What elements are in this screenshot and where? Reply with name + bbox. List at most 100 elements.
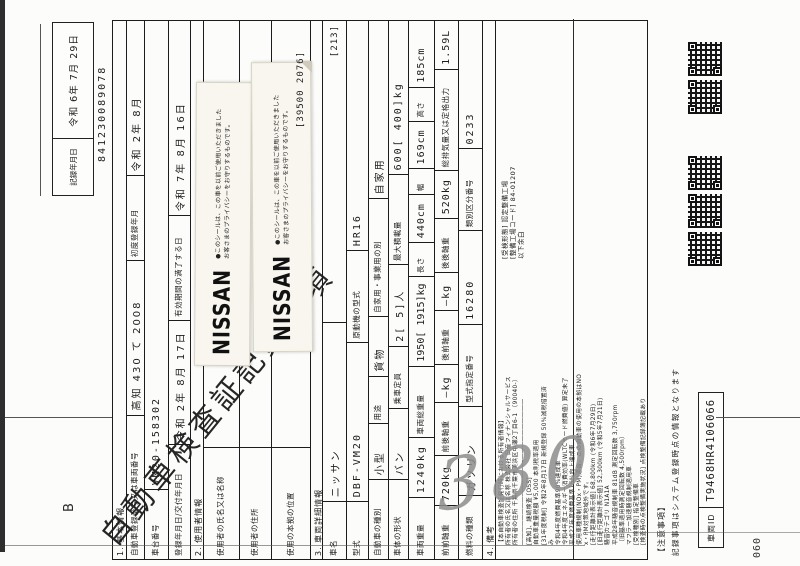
row-body-shape: 車体の形状 バン 乗車定員 2[ 5]人 最大積載量 600[ 400]kg: [389, 20, 409, 560]
section-vehicle-title: 3. 車両詳細情報: [314, 488, 322, 556]
type-no-label: 型式指定番号: [459, 323, 482, 406]
qr-finder-dot: [716, 184, 719, 187]
qr-finder-pattern: [688, 219, 697, 228]
reg-date-value: 令和 2年 8月 17日: [169, 319, 190, 445]
user-address-label: 使用者の住所: [240, 447, 271, 559]
row-weights-dimensions: 車両重量 1240kg 車両総重量 1950[ 1915]kg 長さ 440cm…: [409, 20, 435, 560]
scan-line-artifact: [0, 417, 112, 418]
remarks-line: 〔旧基準適用時測定回転数 4,500rpm〕: [619, 432, 626, 545]
chassis-label: 車台番号: [145, 489, 168, 559]
private-use-value: 自家用: [375, 158, 386, 195]
vehicle-id-label: 車両ID: [699, 507, 723, 547]
qr-finder-dot: [716, 260, 719, 263]
qr-finder-pattern: [688, 67, 697, 76]
gross-weight-label: 車両総重量: [409, 365, 434, 438]
qr-finder-pattern: [713, 105, 722, 114]
qr-finder-pattern: [688, 42, 697, 51]
class-no-value: 0233: [465, 112, 476, 145]
axle-rf-value: ―kg: [435, 272, 458, 310]
class-no-label: 類別区分番号: [459, 148, 482, 231]
first-reg-value: 令和 2年 8月: [132, 96, 143, 172]
row-chassis-number: 車台番号 VM20-158302: [145, 20, 169, 560]
sticker-text: ●このシールは、この車を以前ご使用いただきました お客さまのプライバシーをお守り…: [214, 108, 233, 259]
qr-finder-pattern: [688, 257, 697, 266]
first-reg-label: 初度登録年月: [127, 175, 144, 261]
body-value: バン: [389, 407, 408, 480]
engine-value: HR16: [352, 214, 363, 247]
qr-code: [688, 194, 722, 228]
record-serial-number: 841230089078: [97, 65, 108, 162]
paper-edge-line: [585, 532, 800, 533]
remarks-line: [検査時の点検整備実施状況] 点検整備記録簿記載あり: [640, 397, 647, 546]
sticker-line2: お客さまのプライバシーをお守りするものです。: [282, 106, 291, 245]
qr-finder-pattern: [713, 181, 722, 190]
row-registration-number: 自動車登録番号又は車両番号 高知 430 て 2008 初度登録年月 令和 2年…: [127, 20, 145, 560]
qr-finder-pattern: [688, 194, 697, 203]
capacity-value: 2[ 5]人: [389, 264, 408, 346]
make-value: ニッサン: [323, 321, 346, 502]
qr-code: [688, 42, 722, 76]
scanner-edge-shadow: [0, 0, 5, 552]
engine-label: 原動機の型式: [347, 250, 368, 342]
qr-finder-dot: [691, 260, 694, 263]
length-value: 440cm: [409, 194, 434, 243]
qr-finder-dot: [716, 70, 719, 73]
category-label: 自動車の種別: [369, 479, 388, 559]
remarks-line: マフラー加速騒音規制適用車: [626, 465, 633, 545]
width-value: 169cm: [409, 120, 434, 169]
qr-finder-dot: [716, 222, 719, 225]
qr-finder-dot: [691, 222, 694, 225]
qr-finder-dot: [691, 197, 694, 200]
remarks-line: [受検種別] 指定整備車: [633, 482, 640, 545]
remarks-right-line: [整備工場コード] 84-01207: [509, 166, 517, 259]
notice-text: 記録事項はシステム登録時点の情報となります: [671, 367, 680, 556]
qr-finder-pattern: [688, 105, 697, 114]
qr-finder-dot: [691, 45, 694, 48]
reg-date-label: 登録年月日/交付年月日: [169, 444, 190, 559]
qr-finder-pattern: [713, 67, 722, 76]
remarks-right-line: [受検形態] 認定整備工場: [501, 180, 509, 259]
category-value: 小型: [369, 423, 388, 480]
row-dates: 登録年月日/交付年月日 令和 2年 8月 17日 有効期間の満了する日 令和 7…: [169, 20, 191, 560]
user-name-label: 使用者の氏名又は名称: [204, 447, 239, 559]
qr-code: [688, 156, 722, 190]
qr-code: [688, 232, 722, 266]
capacity-label: 乗車定員: [389, 345, 408, 408]
make-code: [213]: [329, 25, 340, 58]
qr-finder-dot: [691, 108, 694, 111]
model-value: DBF-VM20: [347, 341, 368, 502]
paper-edge-line: [0, 545, 585, 546]
displacement-value: 1.59L: [441, 29, 452, 65]
use-value: 貨物: [369, 315, 388, 376]
row-make: 車名 ニッサン [213]: [323, 20, 347, 560]
qr-finder-dot: [691, 184, 694, 187]
remarks-inspection-block: [受検形態] 認定整備工場 [整備工場コード] 84-01207 以下余白: [501, 29, 525, 259]
scan-line-artifact: [40, 24, 41, 196]
weight-value: 1240kg: [409, 437, 434, 498]
axle-fr-value: ―kg: [435, 363, 458, 402]
qr-finder-dot: [691, 159, 694, 162]
remarks-right-line: 以下余白: [517, 231, 525, 259]
remarks-line: 平成28年騒音規制車 81dB 測定回転数 3,750rpm: [612, 404, 619, 545]
row-model: 型式 DBF-VM20 原動機の型式 HR16: [347, 20, 369, 560]
height-label: 高さ: [409, 86, 434, 121]
expiry-label: 有効期間の満了する日: [169, 215, 190, 320]
model-label: 型式: [347, 501, 368, 559]
reg-no-value: 高知 430 て 2008: [127, 260, 144, 415]
record-date-value: 令和 6年 7月 29日: [69, 34, 80, 127]
axle-rr-value: 520kg: [435, 170, 458, 219]
scan-line-artifact: [716, 417, 800, 418]
vehicle-id-box: 車両ID T9468HR4106066: [698, 391, 724, 548]
reg-no-label: 自動車登録番号又は車両番号: [127, 414, 144, 559]
weight-label: 車両重量: [409, 497, 434, 559]
chassis-value: VM20-158302: [151, 397, 162, 486]
row-category: 自動車の種別 小型 用途 貨物 自家用・事業用の別 自家用: [369, 20, 389, 560]
record-date-box: 記録年月日 令和 6年 7月 29日: [52, 22, 94, 196]
qr-finder-pattern: [688, 232, 697, 241]
remarks-line: 騒音カテゴリ N1A1A: [605, 485, 612, 545]
type-no-value: 16280: [459, 230, 482, 324]
height-value: 185cm: [416, 47, 427, 83]
use-label: 用途: [369, 375, 388, 424]
